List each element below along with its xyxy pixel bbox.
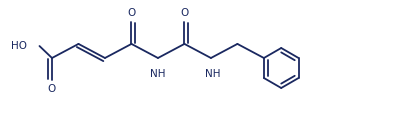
Text: HO: HO — [12, 41, 27, 51]
Text: NH: NH — [205, 69, 220, 79]
Text: O: O — [180, 8, 188, 18]
Text: NH: NH — [150, 69, 165, 79]
Text: O: O — [48, 84, 56, 94]
Text: O: O — [127, 8, 135, 18]
